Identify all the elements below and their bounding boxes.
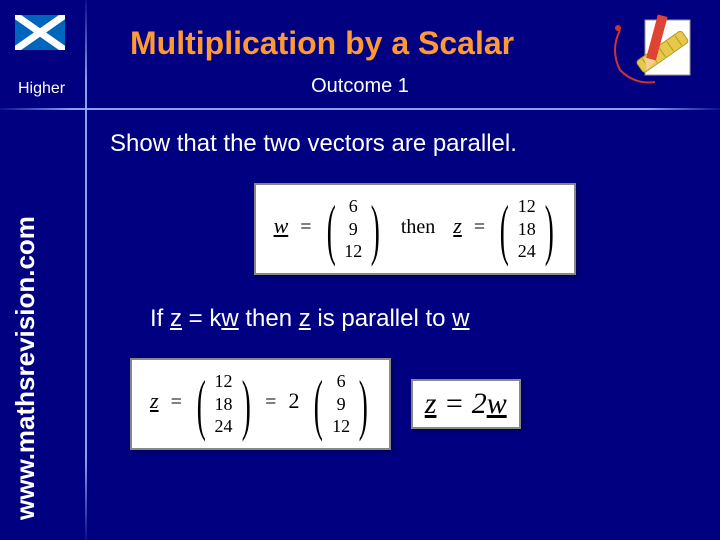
w-val-2: 12	[332, 415, 350, 438]
var-z: z	[150, 388, 159, 413]
w-val-0: 6	[332, 370, 350, 393]
var-z: z	[453, 213, 462, 238]
equation-proof: z = ( 12 18 24 ) = 2 ( 6 9 12 )	[130, 358, 700, 450]
z-val-0: 12	[215, 370, 233, 393]
vertical-divider	[85, 0, 87, 540]
equals-sign: =	[300, 216, 311, 238]
horizontal-divider	[0, 108, 720, 110]
main-content: Show that the two vectors are parallel. …	[110, 130, 700, 450]
equals-sign: =	[171, 391, 182, 413]
vector-z: ( 12 18 24 )	[190, 370, 257, 438]
w-val-1: 9	[344, 218, 362, 241]
flag-icon	[15, 15, 65, 50]
vector-z: ( 12 18 24 )	[493, 195, 560, 263]
vector-w: ( 6 9 12 )	[320, 195, 387, 263]
instruction-text: Show that the two vectors are parallel.	[110, 130, 700, 158]
page-title: Multiplication by a Scalar	[130, 25, 514, 62]
z-val-2: 24	[518, 240, 536, 263]
equation-definition: w = ( 6 9 12 ) then z = ( 12 18 24	[130, 183, 700, 275]
equals-sign: =	[265, 391, 276, 413]
z-val-0: 12	[518, 195, 536, 218]
w-val-0: 6	[344, 195, 362, 218]
z-val-1: 18	[215, 393, 233, 416]
theorem-text: If z = kw then z is parallel to w	[150, 305, 700, 333]
scalar-2: 2	[288, 388, 299, 413]
result-box: z = 2w	[411, 379, 521, 429]
z-val-2: 24	[215, 415, 233, 438]
sidebar-url: www.mathsrevision.com	[10, 216, 41, 520]
equals-sign: =	[474, 216, 485, 238]
z-val-1: 18	[518, 218, 536, 241]
w-val-2: 12	[344, 240, 362, 263]
page-subtitle: Outcome 1	[311, 75, 409, 98]
var-w: w	[274, 213, 289, 238]
then-text: then	[401, 216, 435, 238]
math-tools-icon	[600, 10, 700, 100]
vector-w-scaled: ( 6 9 12 )	[307, 370, 374, 438]
level-label: Higher	[18, 80, 65, 98]
w-val-1: 9	[332, 393, 350, 416]
